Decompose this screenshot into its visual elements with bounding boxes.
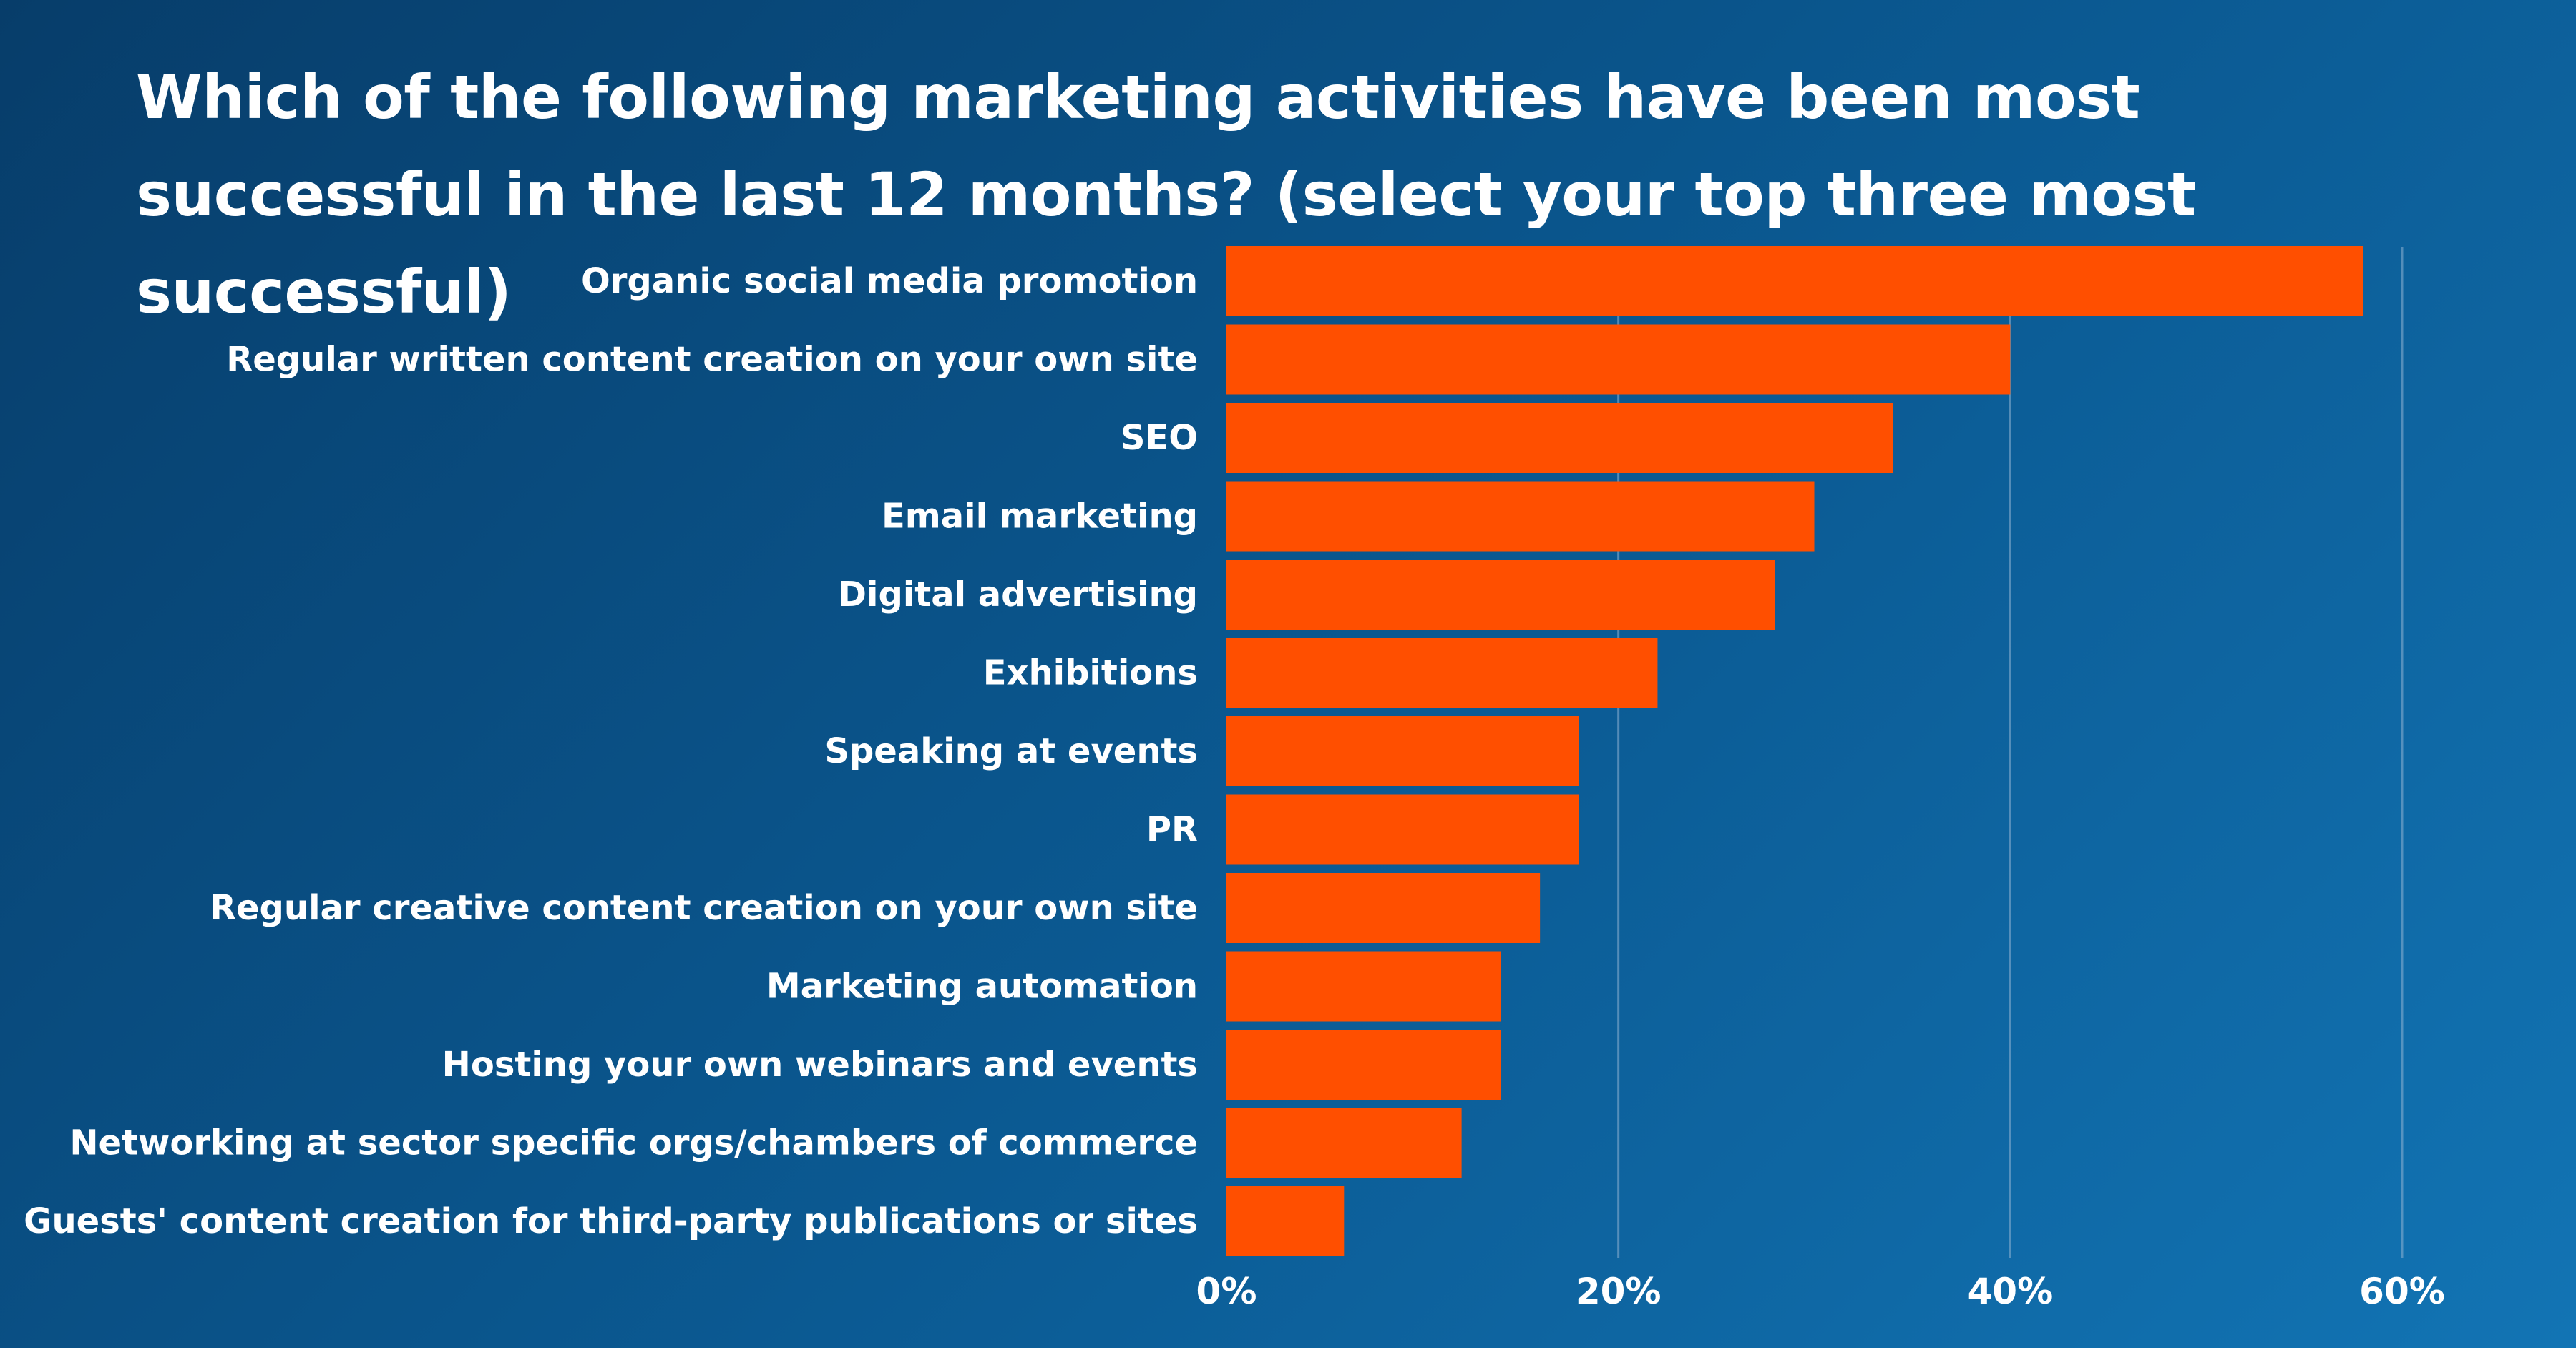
- category-label: Exhibitions: [983, 653, 1198, 693]
- bar: [1226, 794, 1579, 865]
- category-label: Networking at sector specific orgs/chamb…: [69, 1123, 1198, 1163]
- category-label: Hosting your own webinars and events: [442, 1045, 1198, 1085]
- chart-title: Which of the following marketing activit…: [136, 62, 2196, 327]
- bar: [1226, 716, 1579, 786]
- bar: [1226, 481, 1815, 552]
- category-label: Organic social media promotion: [581, 261, 1198, 301]
- bar: [1226, 1030, 1501, 1100]
- x-axis-tick-layer: 0% 20% 40% 60%: [1196, 1271, 2445, 1312]
- x-tick-label: 60%: [2359, 1271, 2445, 1312]
- category-label: PR: [1146, 810, 1198, 850]
- bar: [1226, 1108, 1462, 1178]
- category-label: Regular written content creation on your…: [226, 340, 1198, 380]
- x-tick-label: 20%: [1576, 1271, 1662, 1312]
- grid-layer: [1617, 247, 2404, 1258]
- bar: [1226, 951, 1501, 1022]
- category-label: Marketing automation: [766, 967, 1198, 1007]
- category-label: Guests' content creation for third-party…: [24, 1201, 1198, 1241]
- bar: [1226, 403, 1893, 473]
- bar: [1226, 638, 1658, 708]
- category-label: Regular creative content creation on you…: [210, 888, 1198, 928]
- category-label: Email marketing: [882, 497, 1198, 537]
- bar: [1226, 1186, 1345, 1256]
- category-label-layer: Organic social media promotion Regular wr…: [24, 261, 1198, 1241]
- x-tick-label: 40%: [1967, 1271, 2053, 1312]
- category-label: Digital advertising: [838, 575, 1198, 615]
- bar: [1226, 873, 1541, 943]
- bar: [1226, 324, 2011, 395]
- category-label: SEO: [1121, 418, 1198, 458]
- x-tick-label: 0%: [1196, 1271, 1257, 1312]
- bar: [1226, 246, 2363, 316]
- bar-layer: [1226, 246, 2363, 1256]
- category-label: Speaking at events: [824, 731, 1198, 771]
- bar: [1226, 560, 1775, 630]
